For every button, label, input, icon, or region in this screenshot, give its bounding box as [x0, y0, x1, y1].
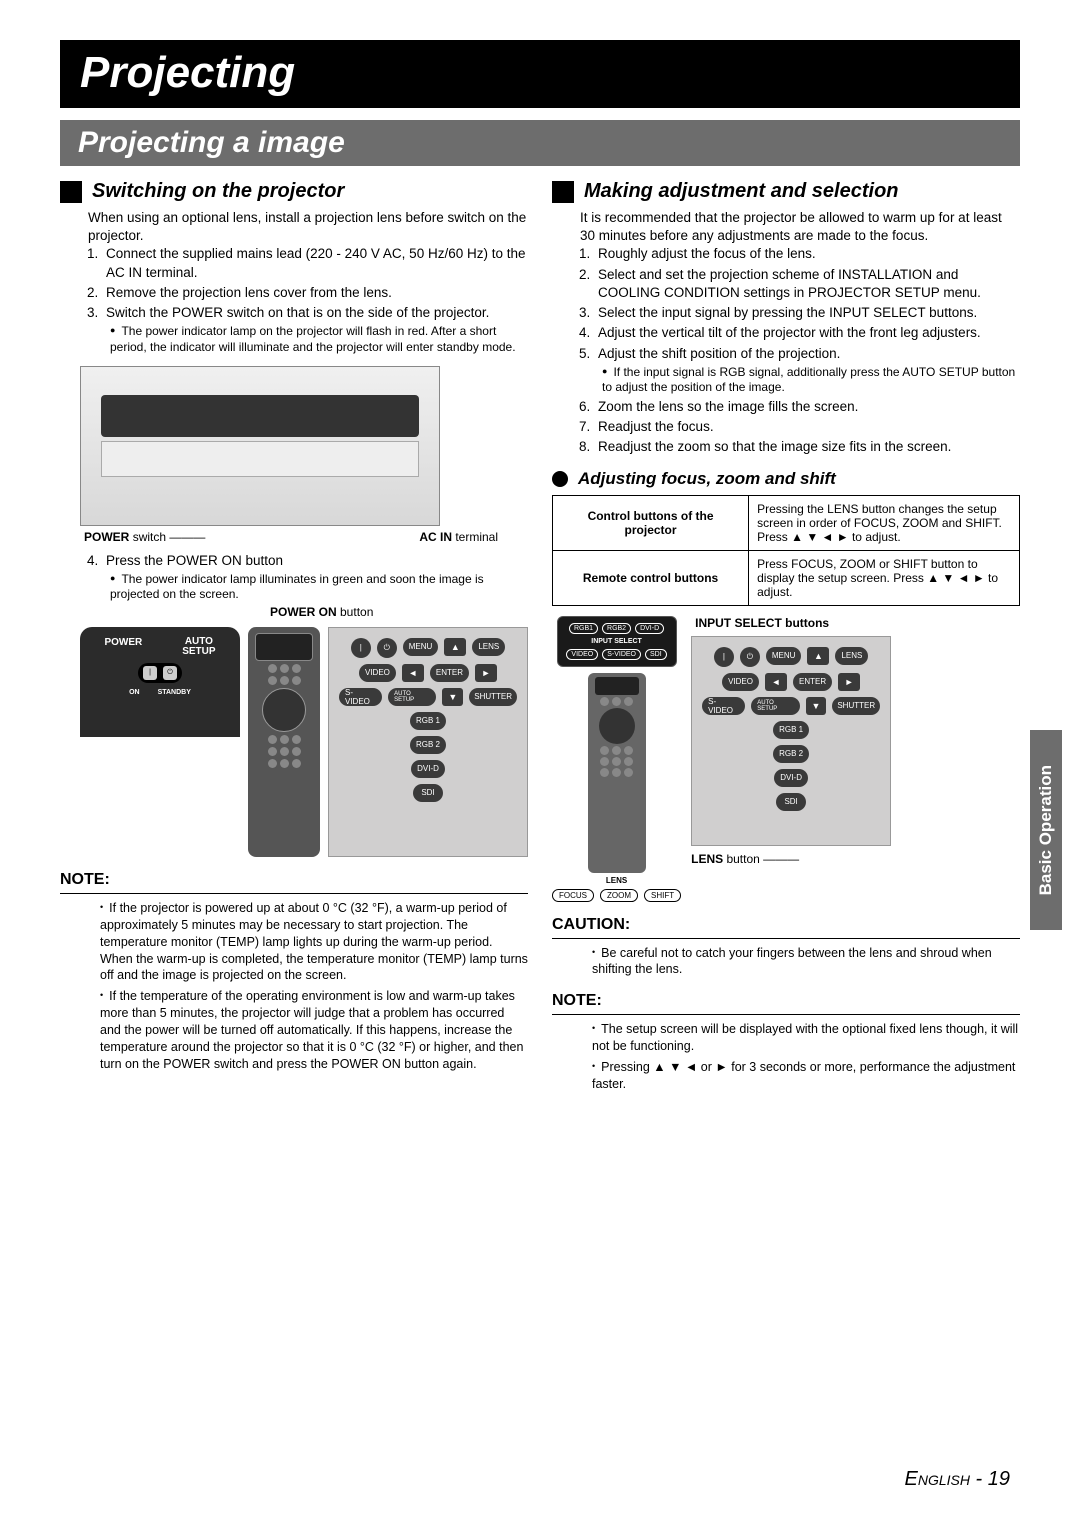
lens-shift: SHIFT: [644, 889, 681, 902]
left-step-1: Connect the supplied mains lead (220 - 2…: [102, 245, 528, 281]
remote-control-small: [588, 673, 646, 873]
diagram-label-acin: AC IN terminal: [419, 530, 498, 544]
right-intro: It is recommended that the projector be …: [552, 209, 1020, 245]
r-step-2: Select and set the projection scheme of …: [594, 266, 1020, 302]
r-step-6: Zoom the lens so the image fills the scr…: [594, 398, 1020, 416]
left-bullet-a: The power indicator lamp on the projecto…: [110, 324, 528, 355]
panel-on-btn: |: [143, 666, 157, 680]
page-footer: English - 19: [905, 1468, 1011, 1491]
page-title: Projecting a image: [60, 120, 1020, 166]
left-column: Switching on the projector When using an…: [60, 180, 528, 1097]
r-step-4: Adjust the vertical tilt of the projecto…: [594, 324, 1020, 342]
table-r1c2: Pressing the LENS button changes the set…: [749, 495, 1020, 550]
left-step-4: Press the POWER ON button: [102, 552, 528, 570]
panel-auto-label: AUTOSETUP: [182, 637, 215, 657]
remote-figure: POWER AUTOSETUP | ⏻ ON STANDBY: [80, 627, 528, 857]
panel-standby-btn: ⏻: [163, 666, 177, 680]
r-bullet-5: If the input signal is RGB signal, addit…: [602, 365, 1020, 396]
is-rgb1: RGB1: [569, 623, 598, 634]
input-select-figure: RGB1 RGB2 DVI-D INPUT SELECT VIDEO S-VID…: [552, 616, 1020, 902]
lens-zoom: ZOOM: [600, 889, 638, 902]
caution-text: Be careful not to catch your fingers bet…: [592, 945, 1020, 979]
left-bullet-b: The power indicator lamp illuminates in …: [110, 572, 528, 603]
lens-focus: FOCUS: [552, 889, 594, 902]
is-video: VIDEO: [566, 649, 598, 660]
poweron-caption: POWER ON button: [270, 605, 528, 619]
table-r2c2: Press FOCUS, ZOOM or SHIFT button to dis…: [749, 550, 1020, 605]
note-title-left: NOTE:: [60, 871, 528, 889]
r-step-1: Roughly adjust the focus of the lens.: [594, 245, 1020, 263]
is-dvid: DVI-D: [635, 623, 664, 634]
left-step-2: Remove the projection lens cover from th…: [102, 284, 528, 302]
lens-button-label: LENS button ———: [691, 852, 1020, 866]
projector-diagram: [80, 366, 440, 526]
lens-small-label: LENS: [606, 876, 627, 885]
keypad-panel-2: |⏻MENU▲LENS VIDEO◄ENTER► S-VIDEOAUTO SET…: [691, 636, 891, 846]
r-step-7: Readjust the focus.: [594, 418, 1020, 436]
left-note-2: If the temperature of the operating envi…: [100, 988, 528, 1072]
right-heading: Making adjustment and selection: [584, 180, 899, 203]
is-sdi: SDI: [645, 649, 667, 660]
sub-heading: Adjusting focus, zoom and shift: [578, 469, 836, 489]
diagram-label-power: POWER POWER switchswitch ———: [84, 530, 205, 544]
left-step-3: Switch the POWER switch on that is on th…: [102, 304, 528, 322]
r-step-8: Readjust the zoom so that the image size…: [594, 438, 1020, 456]
side-tab: Basic Operation: [1030, 730, 1062, 930]
table-r2c1: Remote control buttons: [553, 550, 749, 605]
projector-panel: POWER AUTOSETUP | ⏻ ON STANDBY: [80, 627, 240, 737]
is-svideo: S-VIDEO: [602, 649, 641, 660]
right-note-1: The setup screen will be displayed with …: [592, 1021, 1020, 1055]
left-note-1: If the projector is powered up at about …: [100, 900, 528, 984]
input-select-label: INPUT SELECT buttons: [695, 616, 1020, 630]
subsection-marker-icon: [552, 471, 568, 487]
r-step-5: Adjust the shift position of the project…: [594, 345, 1020, 363]
panel-standby-label: STANDBY: [158, 689, 191, 696]
chapter-title: Projecting: [60, 40, 1020, 108]
right-note-2: Pressing ▲ ▼ ◄ or ► for 3 seconds or mor…: [592, 1059, 1020, 1093]
r-step-3: Select the input signal by pressing the …: [594, 304, 1020, 322]
panel-power-label: POWER: [104, 637, 142, 657]
adjust-table: Control buttons of the projector Pressin…: [552, 495, 1020, 606]
table-r1c1: Control buttons of the projector: [553, 495, 749, 550]
left-intro: When using an optional lens, install a p…: [60, 209, 528, 245]
section-marker-icon: [60, 181, 82, 203]
is-select-label: INPUT SELECT: [591, 638, 642, 645]
is-rgb2: RGB2: [602, 623, 631, 634]
right-column: Making adjustment and selection It is re…: [552, 180, 1020, 1097]
remote-control: [248, 627, 320, 857]
caution-title: CAUTION:: [552, 916, 1020, 934]
panel-on-label: ON: [129, 689, 140, 696]
input-select-panel: RGB1 RGB2 DVI-D INPUT SELECT VIDEO S-VID…: [557, 616, 677, 667]
note-title-right: NOTE:: [552, 992, 1020, 1010]
section-marker-icon: [552, 181, 574, 203]
left-heading: Switching on the projector: [92, 180, 344, 203]
keypad-panel: |⏻MENU▲LENS VIDEO◄ENTER► S-VIDEOAUTO SET…: [328, 627, 528, 857]
